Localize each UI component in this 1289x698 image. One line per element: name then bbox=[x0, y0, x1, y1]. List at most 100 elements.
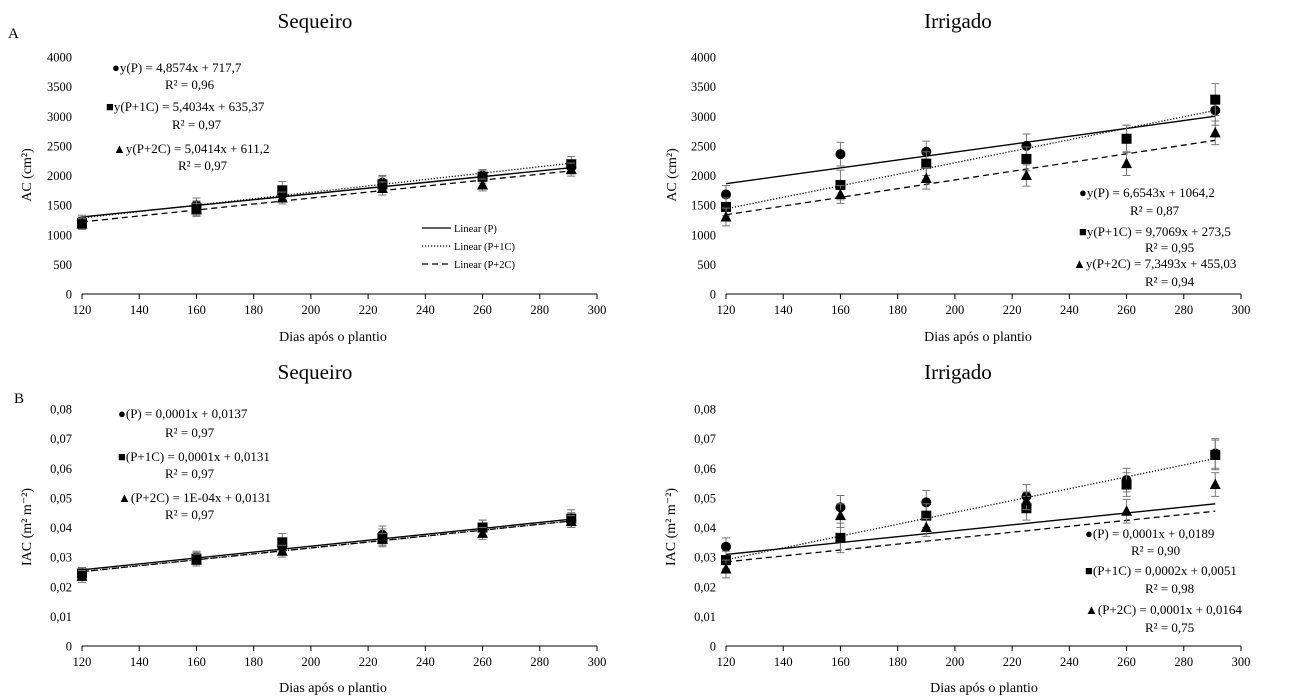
r-squared-text: R² = 0,95 bbox=[1145, 240, 1194, 255]
x-tick-label: 260 bbox=[473, 303, 492, 317]
equation-p2c: ▲y(P+2C) = 7,3493x + 455,03 R² = 0,94 bbox=[1073, 256, 1236, 289]
y-tick-label: 1500 bbox=[691, 199, 716, 213]
equation-p: ●(P) = 0,0001x + 0,0189 R² = 0,90 bbox=[1085, 526, 1214, 558]
chart-iac-irrigado: 120 140 160 180 200 220 240 260 280 300 0 0,01 0,02 0… bbox=[664, 360, 1250, 696]
axes: 120 140 160 180 200 220 240 260 280 300 0 0,01 0,02 0… bbox=[50, 403, 606, 670]
data-point-square bbox=[921, 510, 932, 521]
y-tick-label: 0,01 bbox=[694, 610, 716, 624]
y-tick-label: 0 bbox=[66, 288, 72, 302]
x-tick-label: 280 bbox=[530, 303, 549, 317]
y-tick-label: 500 bbox=[53, 258, 72, 272]
data-point-triangle bbox=[477, 527, 489, 538]
x-tick-label: 200 bbox=[302, 303, 321, 317]
r-squared-text: R² = 0,97 bbox=[165, 466, 215, 481]
panel-label-a: A bbox=[8, 26, 19, 42]
x-tick-label: 220 bbox=[1003, 655, 1022, 669]
marker-symbol: ■ bbox=[1085, 563, 1093, 578]
legend: Linear (P) Linear (P+1C) Linear (P+2C) bbox=[422, 224, 516, 271]
y-axis-label: AC (cm²) bbox=[20, 148, 35, 202]
data-point-square bbox=[921, 158, 932, 169]
trend-line-p bbox=[725, 115, 1216, 185]
r-squared-text: R² = 0,98 bbox=[1145, 581, 1194, 596]
data-point-triangle bbox=[76, 570, 88, 581]
trend-line-p1c bbox=[725, 457, 1216, 561]
x-tick-label: 280 bbox=[530, 655, 549, 669]
x-tick-label: 260 bbox=[1117, 303, 1136, 317]
marker-symbol: ▲ bbox=[118, 490, 131, 505]
x-tick-label: 180 bbox=[888, 655, 907, 669]
y-axis-label: IAC (m² m⁻²) bbox=[20, 488, 35, 566]
x-tick-label: 200 bbox=[946, 655, 965, 669]
x-axis-label: Dias após o plantio bbox=[279, 330, 387, 345]
y-tick-label: 0,03 bbox=[694, 551, 716, 565]
data-point-triangle bbox=[276, 545, 288, 556]
y-axis-label: AC (cm²) bbox=[665, 148, 680, 202]
data-point-circle bbox=[921, 497, 932, 508]
x-axis-label: Dias após o plantio bbox=[930, 681, 1038, 696]
data-point-circle bbox=[835, 149, 846, 160]
y-tick-label: 0,08 bbox=[694, 403, 716, 417]
equation-formula: (P+1C) = 0,0001x + 0,0131 bbox=[126, 449, 270, 464]
trend-line-p bbox=[81, 167, 572, 218]
data-point-square bbox=[277, 537, 288, 548]
y-tick-label: 1000 bbox=[47, 228, 72, 242]
r-squared-text: R² = 0,87 bbox=[1130, 203, 1180, 218]
data-point-square bbox=[1121, 133, 1132, 144]
equation-text: ▲y(P+2C) = 5,0414x + 611,2 bbox=[113, 141, 269, 156]
equation-text: ●(P) = 0,0001x + 0,0189 bbox=[1085, 526, 1214, 541]
equation-p: ●y(P) = 6,6543x + 1064,2 R² = 0,87 bbox=[1079, 185, 1215, 218]
series-p1c bbox=[721, 83, 1221, 217]
equation-p: ●(P) = 0,0001x + 0,0137 R² = 0,97 bbox=[118, 406, 248, 440]
data-point-square bbox=[277, 185, 288, 196]
data-point-triangle bbox=[720, 562, 732, 574]
equation-p2c: ▲(P+2C) = 1E-04x + 0,0131 R² = 0,97 bbox=[118, 490, 271, 522]
r-squared-text: R² = 0,96 bbox=[165, 77, 215, 92]
marker-symbol: ■ bbox=[118, 449, 126, 464]
equation-text: ■y(P+1C) = 9,7069x + 273,5 bbox=[1079, 224, 1231, 239]
equation-text: ●y(P) = 4,8574x + 717,7 bbox=[112, 60, 242, 75]
x-tick-label: 160 bbox=[187, 655, 206, 669]
x-tick-label: 220 bbox=[1003, 303, 1022, 317]
y-tick-label: 0 bbox=[710, 288, 716, 302]
series-p2c bbox=[76, 515, 577, 583]
data-point-square bbox=[1210, 449, 1221, 460]
marker-symbol: ▲ bbox=[1085, 602, 1098, 617]
y-tick-label: 0,02 bbox=[694, 580, 716, 594]
y-tick-label: 0,08 bbox=[50, 403, 72, 417]
equation-p1c: ■y(P+1C) = 5,4034x + 635,37 R² = 0,97 bbox=[106, 99, 265, 132]
equation-text: ▲(P+2C) = 1E-04x + 0,0131 bbox=[118, 490, 271, 505]
x-tick-label: 300 bbox=[1232, 655, 1251, 669]
y-tick-label: 3000 bbox=[47, 110, 72, 124]
data-point-triangle bbox=[376, 533, 388, 544]
data-point-triangle bbox=[565, 163, 577, 175]
data-point-square bbox=[1021, 153, 1032, 164]
y-tick-label: 3500 bbox=[47, 80, 72, 94]
y-tick-label: 0,03 bbox=[50, 551, 72, 565]
equation-formula: y(P+2C) = 5,0414x + 611,2 bbox=[126, 141, 270, 156]
marker-symbol: ● bbox=[1079, 185, 1087, 200]
data-point-triangle bbox=[1121, 157, 1133, 169]
y-tick-label: 0,05 bbox=[50, 491, 72, 505]
data-point-triangle bbox=[1209, 478, 1221, 490]
data-point-triangle bbox=[1020, 494, 1032, 506]
equation-text: ■(P+1C) = 0,0001x + 0,0131 bbox=[118, 449, 270, 464]
x-tick-label: 280 bbox=[1174, 303, 1193, 317]
marker-symbol: ▲ bbox=[113, 141, 126, 156]
x-tick-label: 180 bbox=[244, 303, 263, 317]
equation-text: ▲(P+2C) = 0,0001x + 0,0164 bbox=[1085, 602, 1242, 617]
equation-formula: y(P) = 6,6543x + 1064,2 bbox=[1087, 185, 1215, 200]
x-tick-label: 260 bbox=[1117, 655, 1136, 669]
chart-ac-sequeiro: 120 140 160 180 200 220 240 260 280 3000500100015… bbox=[20, 9, 606, 345]
marker-symbol: ▲ bbox=[1073, 256, 1086, 271]
x-tick-label: 120 bbox=[73, 655, 92, 669]
data-point-square bbox=[1121, 479, 1132, 490]
y-tick-label: 4000 bbox=[691, 51, 716, 65]
x-tick-label: 120 bbox=[717, 655, 736, 669]
equation-p1c: ■y(P+1C) = 9,7069x + 273,5 R² = 0,95 bbox=[1079, 224, 1231, 255]
trend-line-p2c bbox=[725, 139, 1216, 216]
legend-label: Linear (P+1C) bbox=[454, 242, 516, 253]
axes: 120 140 160 180 200 220 240 260 280 3000500100015… bbox=[47, 51, 606, 318]
equation-p: ●y(P) = 4,8574x + 717,7 R² = 0,96 bbox=[112, 60, 242, 92]
r-squared-text: R² = 0,97 bbox=[172, 117, 222, 132]
y-tick-label: 0,05 bbox=[694, 491, 716, 505]
